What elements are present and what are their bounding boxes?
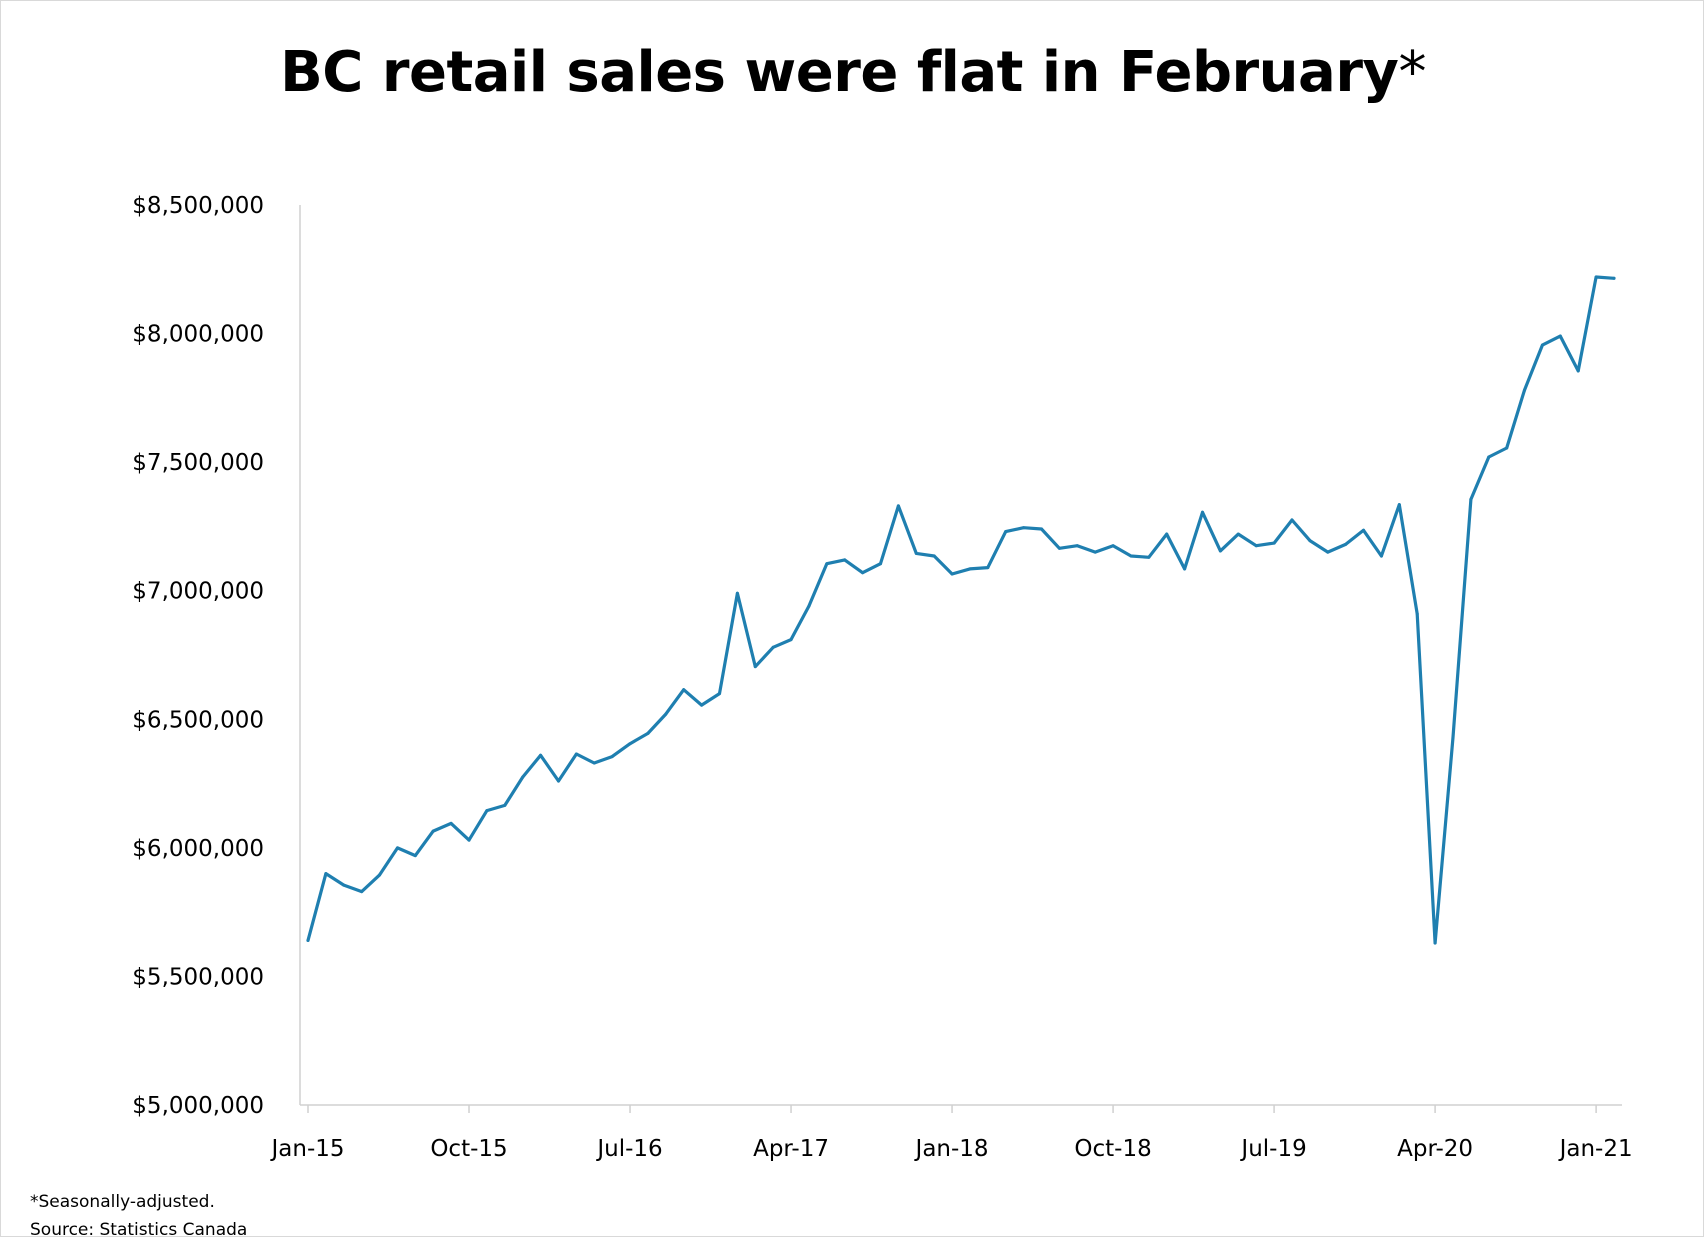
data-point [843, 558, 847, 562]
y-tick-label: $6,000,000 [132, 836, 264, 862]
data-point [342, 883, 346, 887]
data-point [1344, 542, 1348, 546]
data-point [449, 821, 453, 825]
data-point [1576, 369, 1580, 373]
x-tick-label: Apr-17 [753, 1136, 829, 1162]
series-line-retail-sales [306, 275, 1616, 945]
data-point [789, 638, 793, 642]
data-point [1254, 544, 1258, 548]
data-point [735, 591, 739, 595]
y-tick-label: $5,000,000 [132, 1093, 264, 1119]
data-point [1040, 527, 1044, 531]
seasonal-note: *Seasonally-adjusted. [30, 1192, 215, 1212]
data-point [914, 551, 918, 555]
data-point [1147, 555, 1151, 559]
data-point [467, 838, 471, 842]
data-point [1201, 510, 1205, 514]
data-point [1272, 541, 1276, 545]
data-point [861, 571, 865, 575]
y-tick-label: $8,000,000 [132, 322, 264, 348]
x-tick-label: Jul-19 [1239, 1136, 1306, 1162]
data-point [378, 873, 382, 877]
data-point [1111, 544, 1115, 548]
y-tick-label: $6,500,000 [132, 707, 264, 733]
data-point [1236, 532, 1240, 536]
data-point [1558, 334, 1562, 338]
data-point [1594, 275, 1598, 279]
data-point [592, 761, 596, 765]
x-tick-label: Jan-15 [269, 1136, 344, 1162]
data-point [1379, 554, 1383, 558]
data-point [556, 779, 560, 783]
data-point [807, 604, 811, 608]
data-point [1505, 446, 1509, 450]
data-point [1165, 532, 1169, 536]
data-point [360, 890, 364, 894]
data-point [950, 572, 954, 576]
data-point [395, 846, 399, 850]
data-point [1183, 567, 1187, 571]
y-tick-label: $7,000,000 [132, 579, 264, 605]
data-point [1022, 526, 1026, 530]
data-point [485, 809, 489, 813]
data-point [1415, 612, 1419, 616]
data-point [610, 755, 614, 759]
data-point [682, 688, 686, 692]
chart-title: BC retail sales were flat in February* [280, 40, 1426, 105]
data-point [771, 645, 775, 649]
data-point [896, 504, 900, 508]
data-point [1612, 276, 1616, 280]
data-point [413, 854, 417, 858]
data-point [1218, 549, 1222, 553]
chart-notes: *Seasonally-adjusted. Source: Statistics… [30, 1188, 247, 1244]
data-point [1129, 554, 1133, 558]
data-point [1540, 343, 1544, 347]
x-tick-label: Oct-15 [430, 1136, 507, 1162]
x-tick-label: Jan-18 [914, 1136, 989, 1162]
data-point [503, 803, 507, 807]
data-point [306, 938, 310, 942]
data-point [431, 829, 435, 833]
data-point [932, 554, 936, 558]
data-point [1308, 539, 1312, 543]
source-note: Source: Statistics Canada [30, 1220, 248, 1240]
data-point [825, 562, 829, 566]
data-point [1433, 941, 1437, 945]
x-tick-label: Apr-20 [1397, 1136, 1473, 1162]
data-point [539, 753, 543, 757]
data-point [1004, 530, 1008, 534]
y-tick-label: $8,500,000 [132, 193, 264, 219]
data-point [1487, 455, 1491, 459]
data-point [1523, 388, 1527, 392]
data-point [324, 872, 328, 876]
data-point [717, 692, 721, 696]
data-point [968, 567, 972, 571]
data-point [521, 775, 525, 779]
data-point [574, 752, 578, 756]
data-point [1469, 497, 1473, 501]
data-point [646, 731, 650, 735]
x-tick-label: Jan-21 [1558, 1136, 1633, 1162]
data-point [1057, 546, 1061, 550]
data-point [628, 742, 632, 746]
data-point [986, 566, 990, 570]
data-point [664, 712, 668, 716]
data-point [1451, 735, 1455, 739]
data-point [1397, 503, 1401, 507]
x-tick-label: Oct-18 [1074, 1136, 1151, 1162]
data-point [878, 562, 882, 566]
title-asterisk: * [1398, 40, 1426, 105]
y-tick-label: $5,500,000 [132, 964, 264, 990]
data-point [700, 703, 704, 707]
data-point [1075, 544, 1079, 548]
data-point [1362, 528, 1366, 532]
data-point [753, 665, 757, 669]
x-tick-label: Jul-16 [595, 1136, 662, 1162]
y-tick-label: $7,500,000 [132, 450, 264, 476]
data-point [1290, 518, 1294, 522]
data-point [1093, 550, 1097, 554]
data-point [1326, 550, 1330, 554]
